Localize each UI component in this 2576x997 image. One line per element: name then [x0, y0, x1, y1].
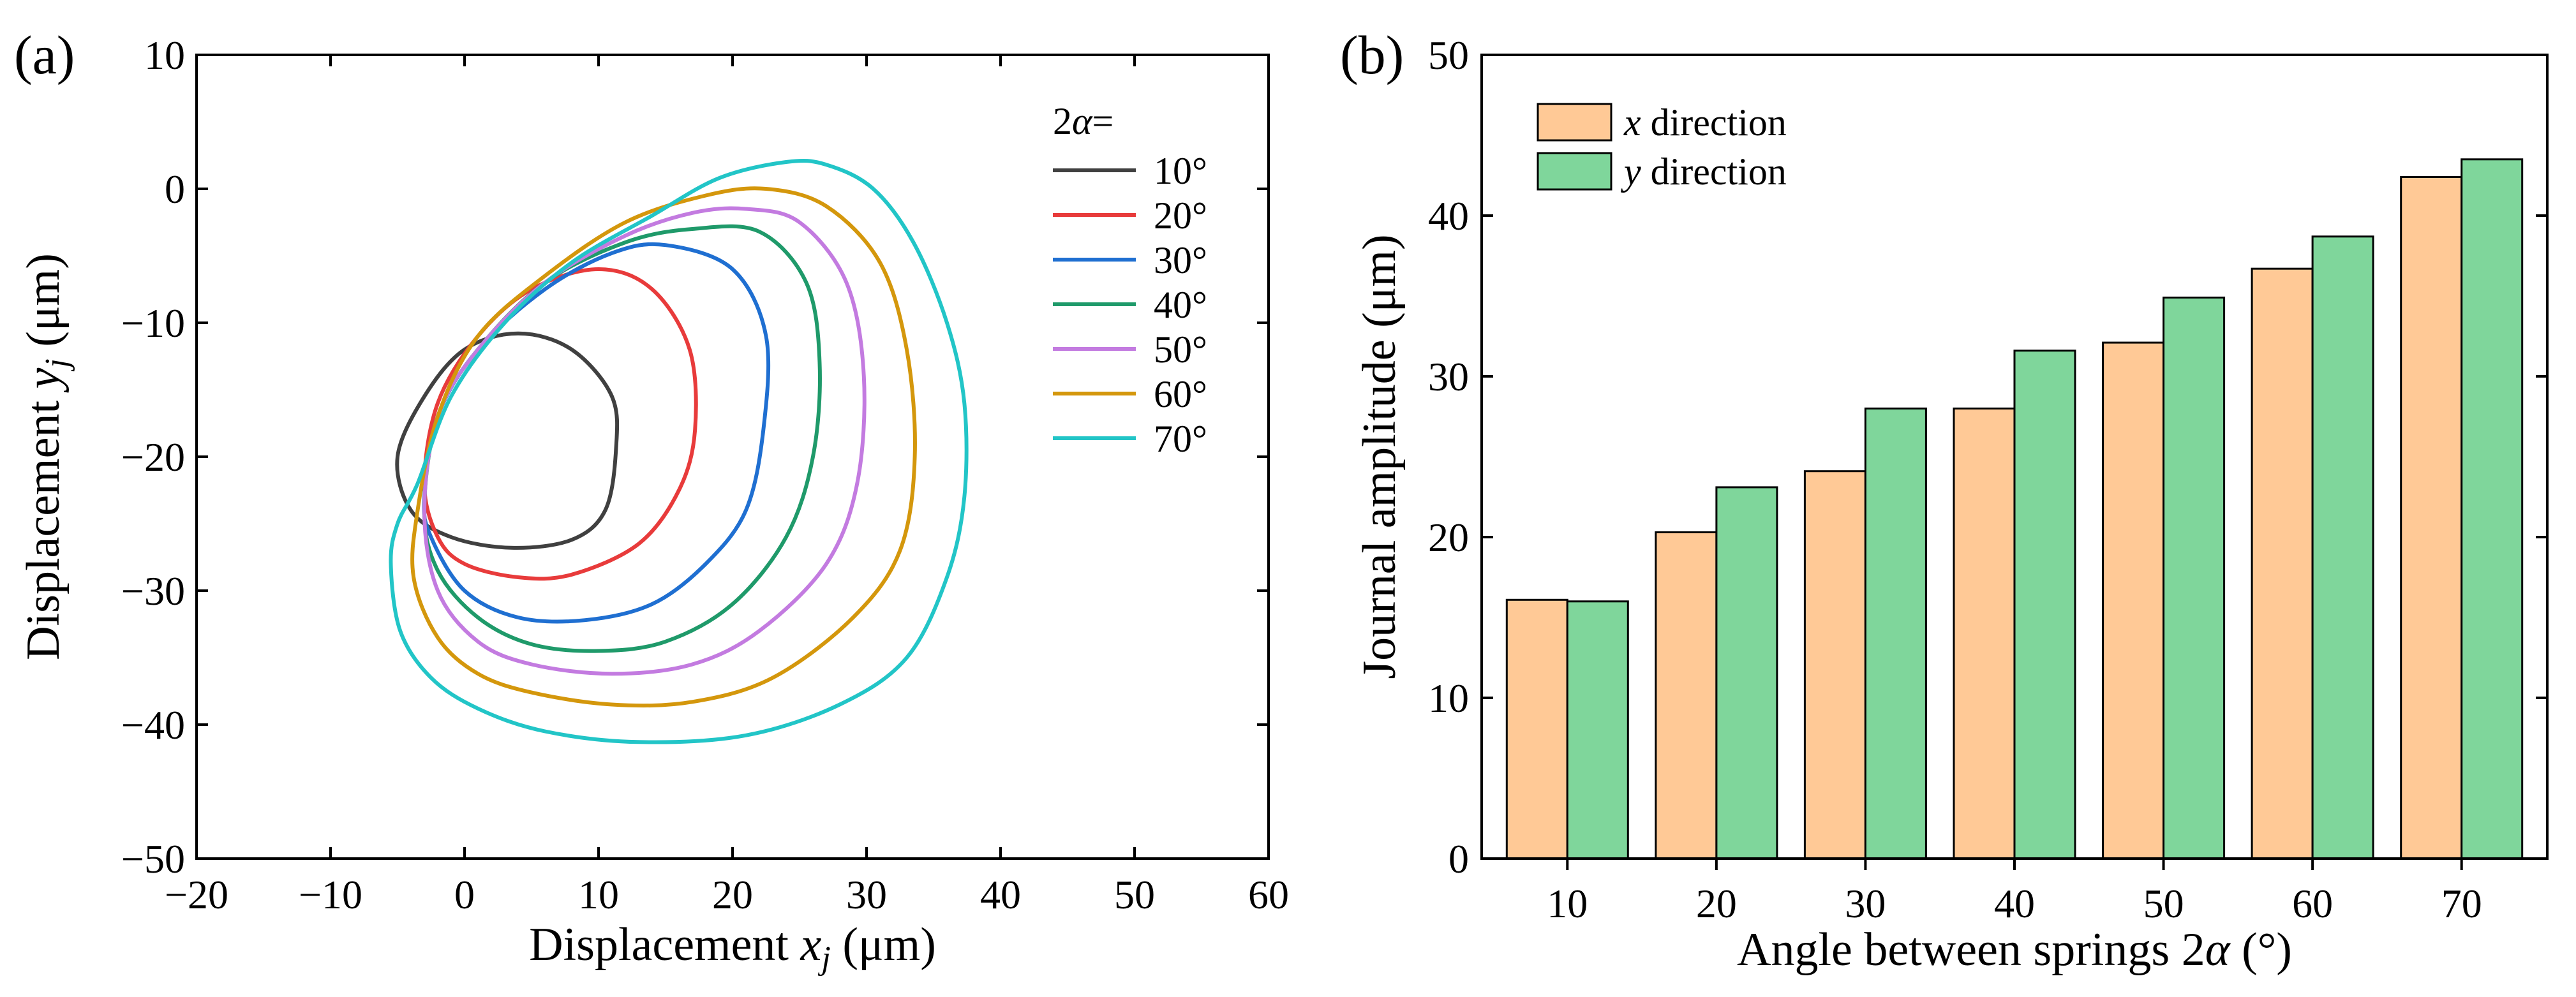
legend-entries: 10°20°30°40°50°60°70° [1053, 150, 1207, 460]
x-tick-label: 20 [712, 872, 753, 917]
panel-a-legend: 2α= 10°20°30°40°50°60°70° [1053, 100, 1207, 460]
x-tick-label: 60 [2292, 881, 2333, 926]
legend-label-50deg: 50° [1154, 329, 1207, 371]
legend-label-10deg: 10° [1154, 150, 1207, 192]
trajectory-10deg [395, 331, 620, 550]
bar-y-40 [2013, 350, 2076, 860]
y-tick-label: 20 [1428, 515, 1469, 560]
panel-a-label: (a) [14, 24, 75, 85]
bar-x-30 [1803, 470, 1866, 860]
y-tick-label: −40 [121, 702, 185, 748]
x-tick-label: 0 [454, 872, 475, 917]
bar-x-20 [1655, 531, 1718, 860]
x-tick-label: 20 [1696, 881, 1737, 926]
bar-x-60 [2251, 267, 2314, 860]
y-tick-label: 0 [165, 166, 185, 212]
legend-label-20deg: 20° [1154, 195, 1207, 237]
bar-y-70 [2461, 158, 2524, 860]
panel-a-lines [389, 158, 969, 744]
y-tick-label: −10 [121, 300, 185, 346]
panel-b: (b) 10 20 30 40 50 60 70 0 10 20 30 40 50 Angle betw… [1340, 24, 2549, 976]
y-tick-label: 30 [1428, 354, 1469, 399]
panel-b-y-axis-label: Journal amplitude (μm) [1353, 234, 1406, 679]
panel-a-y-axis-label: Displacement yj (μm) [17, 253, 75, 660]
bar-y-50 [2163, 297, 2226, 860]
bar-y-10 [1566, 600, 1629, 860]
y-tick-label: 10 [144, 33, 185, 78]
y-tick-label: 10 [1428, 676, 1469, 721]
legend-label-y: y direction [1620, 151, 1787, 193]
legend-label-70deg: 70° [1154, 418, 1207, 460]
panel-b-label: (b) [1340, 24, 1404, 85]
bar-y-60 [2311, 235, 2374, 860]
x-tick-label: 30 [846, 872, 887, 917]
panel-b-ticks: 10 20 30 40 50 60 70 0 10 20 30 40 50 [1428, 33, 2547, 926]
trajectory-70deg [389, 158, 969, 744]
legend-label-x: x direction [1623, 101, 1787, 144]
x-tick-label: 60 [1248, 872, 1289, 917]
panel-a: (a) −20 −10 0 10 20 30 40 50 60 10 0 −10 −20 −30 −40 −5… [14, 24, 1289, 977]
bar-x-40 [1953, 407, 2016, 860]
panel-b-bars [1505, 158, 2524, 860]
bar-x-70 [2400, 176, 2463, 860]
legend-swatch-x [1537, 103, 1612, 142]
legend-label-60deg: 60° [1154, 373, 1207, 415]
x-tick-label: 70 [2441, 881, 2482, 926]
x-tick-label: 30 [1845, 881, 1886, 926]
x-tick-label: 40 [1994, 881, 2035, 926]
legend-label-30deg: 30° [1154, 239, 1207, 281]
trajectory-50deg [422, 206, 867, 676]
x-tick-label: −20 [165, 872, 228, 917]
trajectory-20deg [422, 267, 698, 581]
panel-b-legend: x direction y direction [1537, 101, 1787, 193]
bar-x-50 [2102, 341, 2165, 860]
y-tick-label: 50 [1428, 33, 1469, 78]
legend-swatch-y [1537, 152, 1612, 191]
x-tick-label: 50 [2143, 881, 2184, 926]
x-tick-label: −10 [299, 872, 362, 917]
legend-label-40deg: 40° [1154, 284, 1207, 326]
y-tick-label: −30 [121, 568, 185, 614]
x-tick-label: 10 [578, 872, 619, 917]
y-tick-label: 40 [1428, 193, 1469, 239]
bar-y-20 [1715, 486, 1778, 860]
bar-y-30 [1864, 407, 1927, 860]
x-tick-label: 50 [1114, 872, 1155, 917]
panel-a-ticks: −20 −10 0 10 20 30 40 50 60 10 0 −10 −20 −30 −40 −50 [121, 33, 1289, 917]
x-tick-label: 10 [1547, 881, 1588, 926]
x-tick-label: 40 [980, 872, 1021, 917]
bar-x-10 [1505, 598, 1568, 860]
trajectory-60deg [410, 186, 917, 708]
panel-b-x-axis-label: Angle between springs 2α (°) [1737, 924, 2292, 976]
y-tick-label: −20 [121, 434, 185, 480]
y-tick-label: −50 [121, 836, 185, 882]
y-tick-label: 0 [1448, 836, 1469, 882]
panel-a-x-axis-label: Displacement xj (μm) [529, 919, 936, 977]
legend-title: 2α= [1053, 100, 1113, 142]
